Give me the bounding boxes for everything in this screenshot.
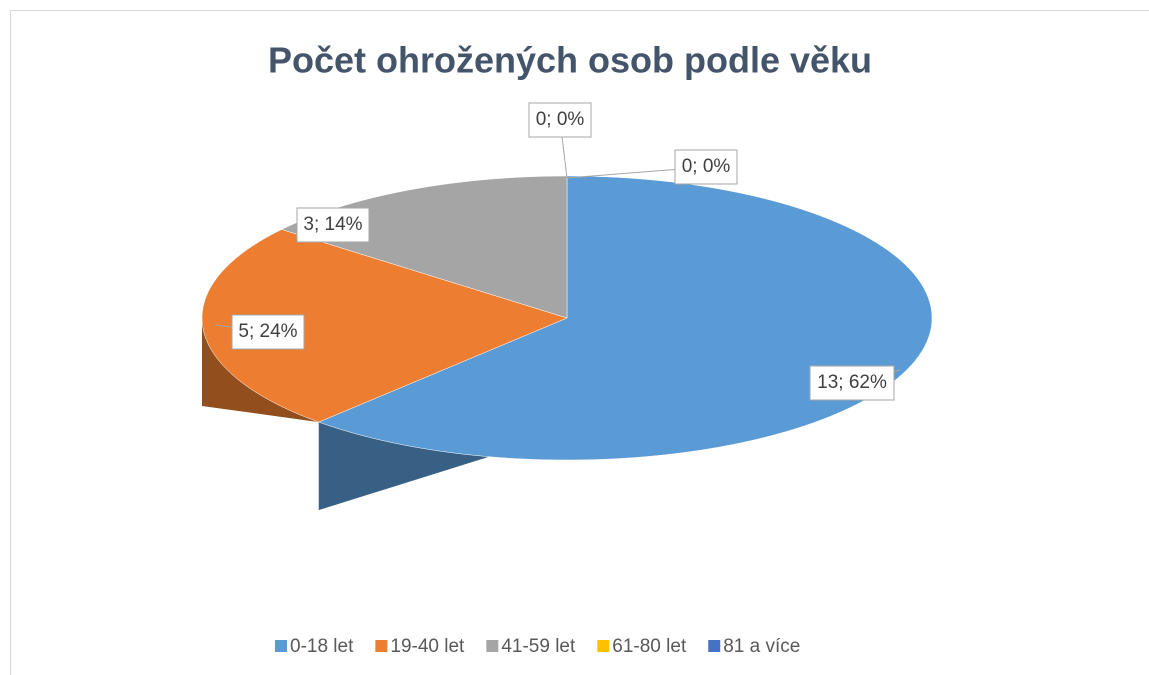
legend-swatch: [375, 640, 388, 652]
legend-label: 19-40 let: [390, 636, 465, 657]
legend-swatch: [275, 640, 287, 652]
data-label: 13; 62%: [817, 372, 887, 393]
pie-side: [202, 318, 319, 423]
data-label: 3; 14%: [303, 214, 362, 235]
legend-swatch: [708, 640, 721, 652]
pie-slice: [318, 175, 933, 461]
data-label: 0; 0%: [536, 109, 585, 130]
data-label: 0; 0%: [682, 156, 731, 177]
label-box: [231, 314, 305, 350]
label-box: [528, 102, 592, 138]
legend-label: 81 a více: [723, 636, 800, 657]
pie-slice: [201, 229, 568, 423]
legend-swatch: [486, 640, 499, 652]
label-box: [809, 365, 895, 401]
data-label: 5; 24%: [238, 321, 297, 342]
legend-swatch: [597, 640, 610, 652]
legend-label: 61-80 let: [612, 636, 687, 657]
label-box: [296, 207, 370, 243]
chart-frame: [10, 10, 1149, 675]
label-box: [674, 149, 738, 185]
legend-label: 0-18 let: [290, 636, 354, 657]
chart-title: Počet ohrožených osob podle věku: [268, 40, 872, 81]
legend-label: 41-59 let: [501, 636, 576, 657]
